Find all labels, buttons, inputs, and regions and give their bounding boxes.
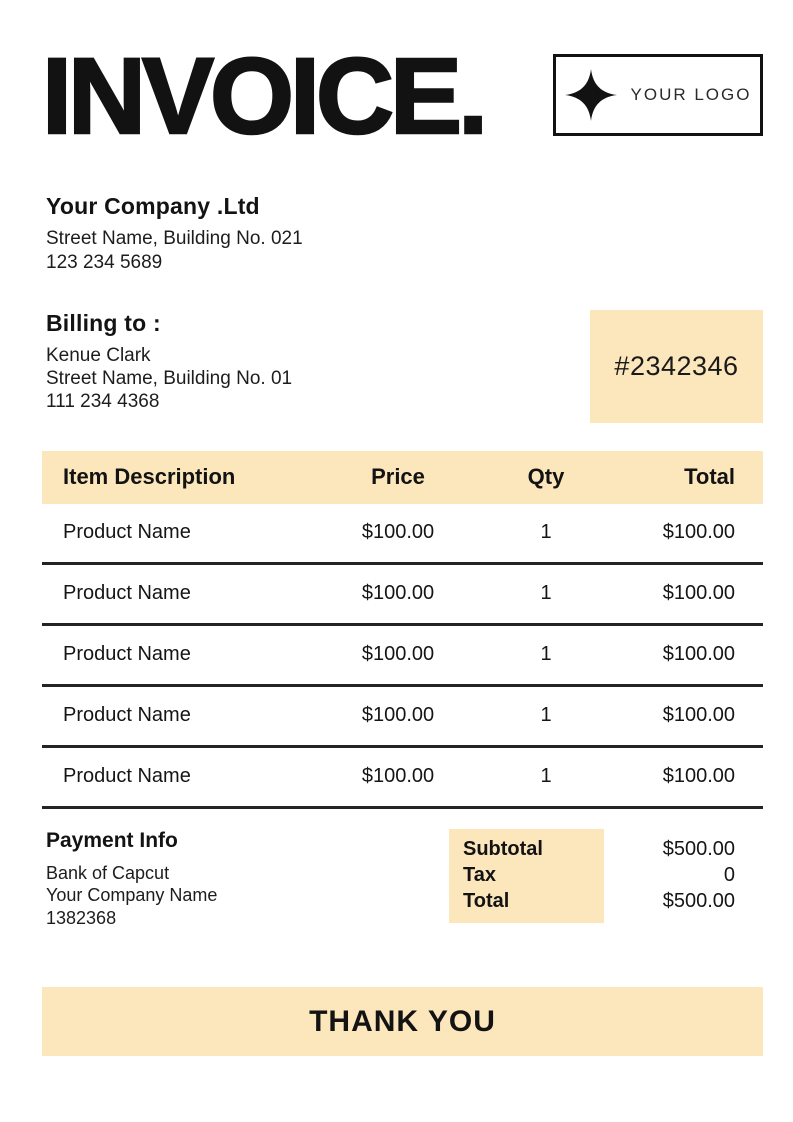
item-qty-cell: 1	[540, 704, 552, 727]
payment-summary-section: Payment Info Bank of Capcut Your Company…	[42, 828, 763, 930]
column-header-total: Total	[684, 464, 735, 490]
table-row: Product Name $100.00 1 $100.00	[42, 626, 763, 687]
item-qty-cell: 1	[540, 582, 552, 605]
column-header-item: Item Description	[63, 464, 236, 490]
total-label: Total	[463, 889, 510, 912]
billing-name: Kenue Clark	[46, 344, 151, 366]
subtotal-label: Subtotal	[463, 837, 543, 860]
item-price-cell: $100.00	[361, 643, 435, 666]
billing-info: Billing to : Kenue Clark Street Name, Bu…	[42, 310, 292, 414]
item-name-cell: Product Name	[63, 704, 191, 727]
page-title: INVOICE.	[41, 35, 490, 156]
table-row: Product Name $100.00 1 $100.00	[42, 565, 763, 626]
table-row: Product Name $100.00 1 $100.00	[42, 687, 763, 748]
thank-you-banner: THANK YOU	[42, 987, 763, 1057]
item-total-cell: $100.00	[662, 643, 735, 666]
billing-address: Street Name, Building No. 01	[46, 367, 293, 389]
item-name-cell: Product Name	[63, 521, 191, 544]
total-value: $500.00	[662, 889, 735, 912]
column-header-price: Price	[371, 464, 425, 490]
logo-box: YOUR LOGO	[553, 54, 763, 136]
payment-account-name: Your Company Name	[46, 885, 218, 906]
tax-value: 0	[723, 863, 735, 886]
tax-label: Tax	[463, 863, 496, 886]
payment-account-number: 1382368	[46, 907, 117, 928]
payment-info: Payment Info Bank of Capcut Your Company…	[42, 829, 449, 930]
company-info: Your Company .Ltd Street Name, Building …	[42, 193, 763, 273]
header: INVOICE. YOUR LOGO	[41, 35, 763, 156]
billing-phone: 111 234 4368	[46, 391, 160, 413]
thank-you-text: THANK YOU	[309, 1004, 496, 1038]
billing-section: Billing to : Kenue Clark Street Name, Bu…	[42, 309, 763, 423]
table-header-row: Item Description Price Qty Total	[42, 450, 763, 504]
item-price-cell: $100.00	[361, 704, 435, 727]
totals-values: $500.00 0 $500.00	[604, 829, 763, 923]
sparkle-star-icon	[564, 63, 617, 127]
item-qty-cell: 1	[540, 765, 552, 788]
company-address: Street Name, Building No. 021	[46, 228, 303, 250]
column-header-qty: Qty	[527, 464, 565, 490]
totals-labels-box: Subtotal Tax Total	[449, 828, 604, 923]
invoice-number: #2342346	[614, 350, 739, 381]
item-total-cell: $100.00	[662, 765, 735, 788]
logo-placeholder-text: YOUR LOGO	[630, 85, 752, 104]
item-total-cell: $100.00	[662, 704, 735, 727]
item-price-cell: $100.00	[361, 582, 435, 605]
company-name: Your Company .Ltd	[46, 193, 260, 220]
item-total-cell: $100.00	[662, 582, 735, 605]
billing-label: Billing to :	[46, 309, 161, 336]
item-qty-cell: 1	[540, 521, 552, 544]
payment-info-heading: Payment Info	[46, 828, 178, 852]
payment-bank: Bank of Capcut	[46, 862, 170, 883]
item-price-cell: $100.00	[361, 765, 435, 788]
invoice-number-box: #2342346	[590, 309, 763, 423]
item-name-cell: Product Name	[63, 643, 191, 666]
item-qty-cell: 1	[540, 643, 552, 666]
subtotal-value: $500.00	[662, 837, 735, 860]
totals-summary: Subtotal Tax Total $500.00 0 $500.00	[449, 828, 763, 923]
table-row: Product Name $100.00 1 $100.00	[42, 504, 763, 565]
invoice-content: INVOICE. YOUR LOGO Your Company .Ltd Str…	[41, 35, 763, 1057]
company-phone: 123 234 5689	[46, 251, 163, 273]
line-items-table: Item Description Price Qty Total Product…	[42, 450, 763, 809]
item-total-cell: $100.00	[662, 521, 735, 544]
table-row: Product Name $100.00 1 $100.00	[42, 748, 763, 809]
item-name-cell: Product Name	[63, 582, 191, 605]
item-name-cell: Product Name	[63, 765, 191, 788]
item-price-cell: $100.00	[361, 521, 435, 544]
